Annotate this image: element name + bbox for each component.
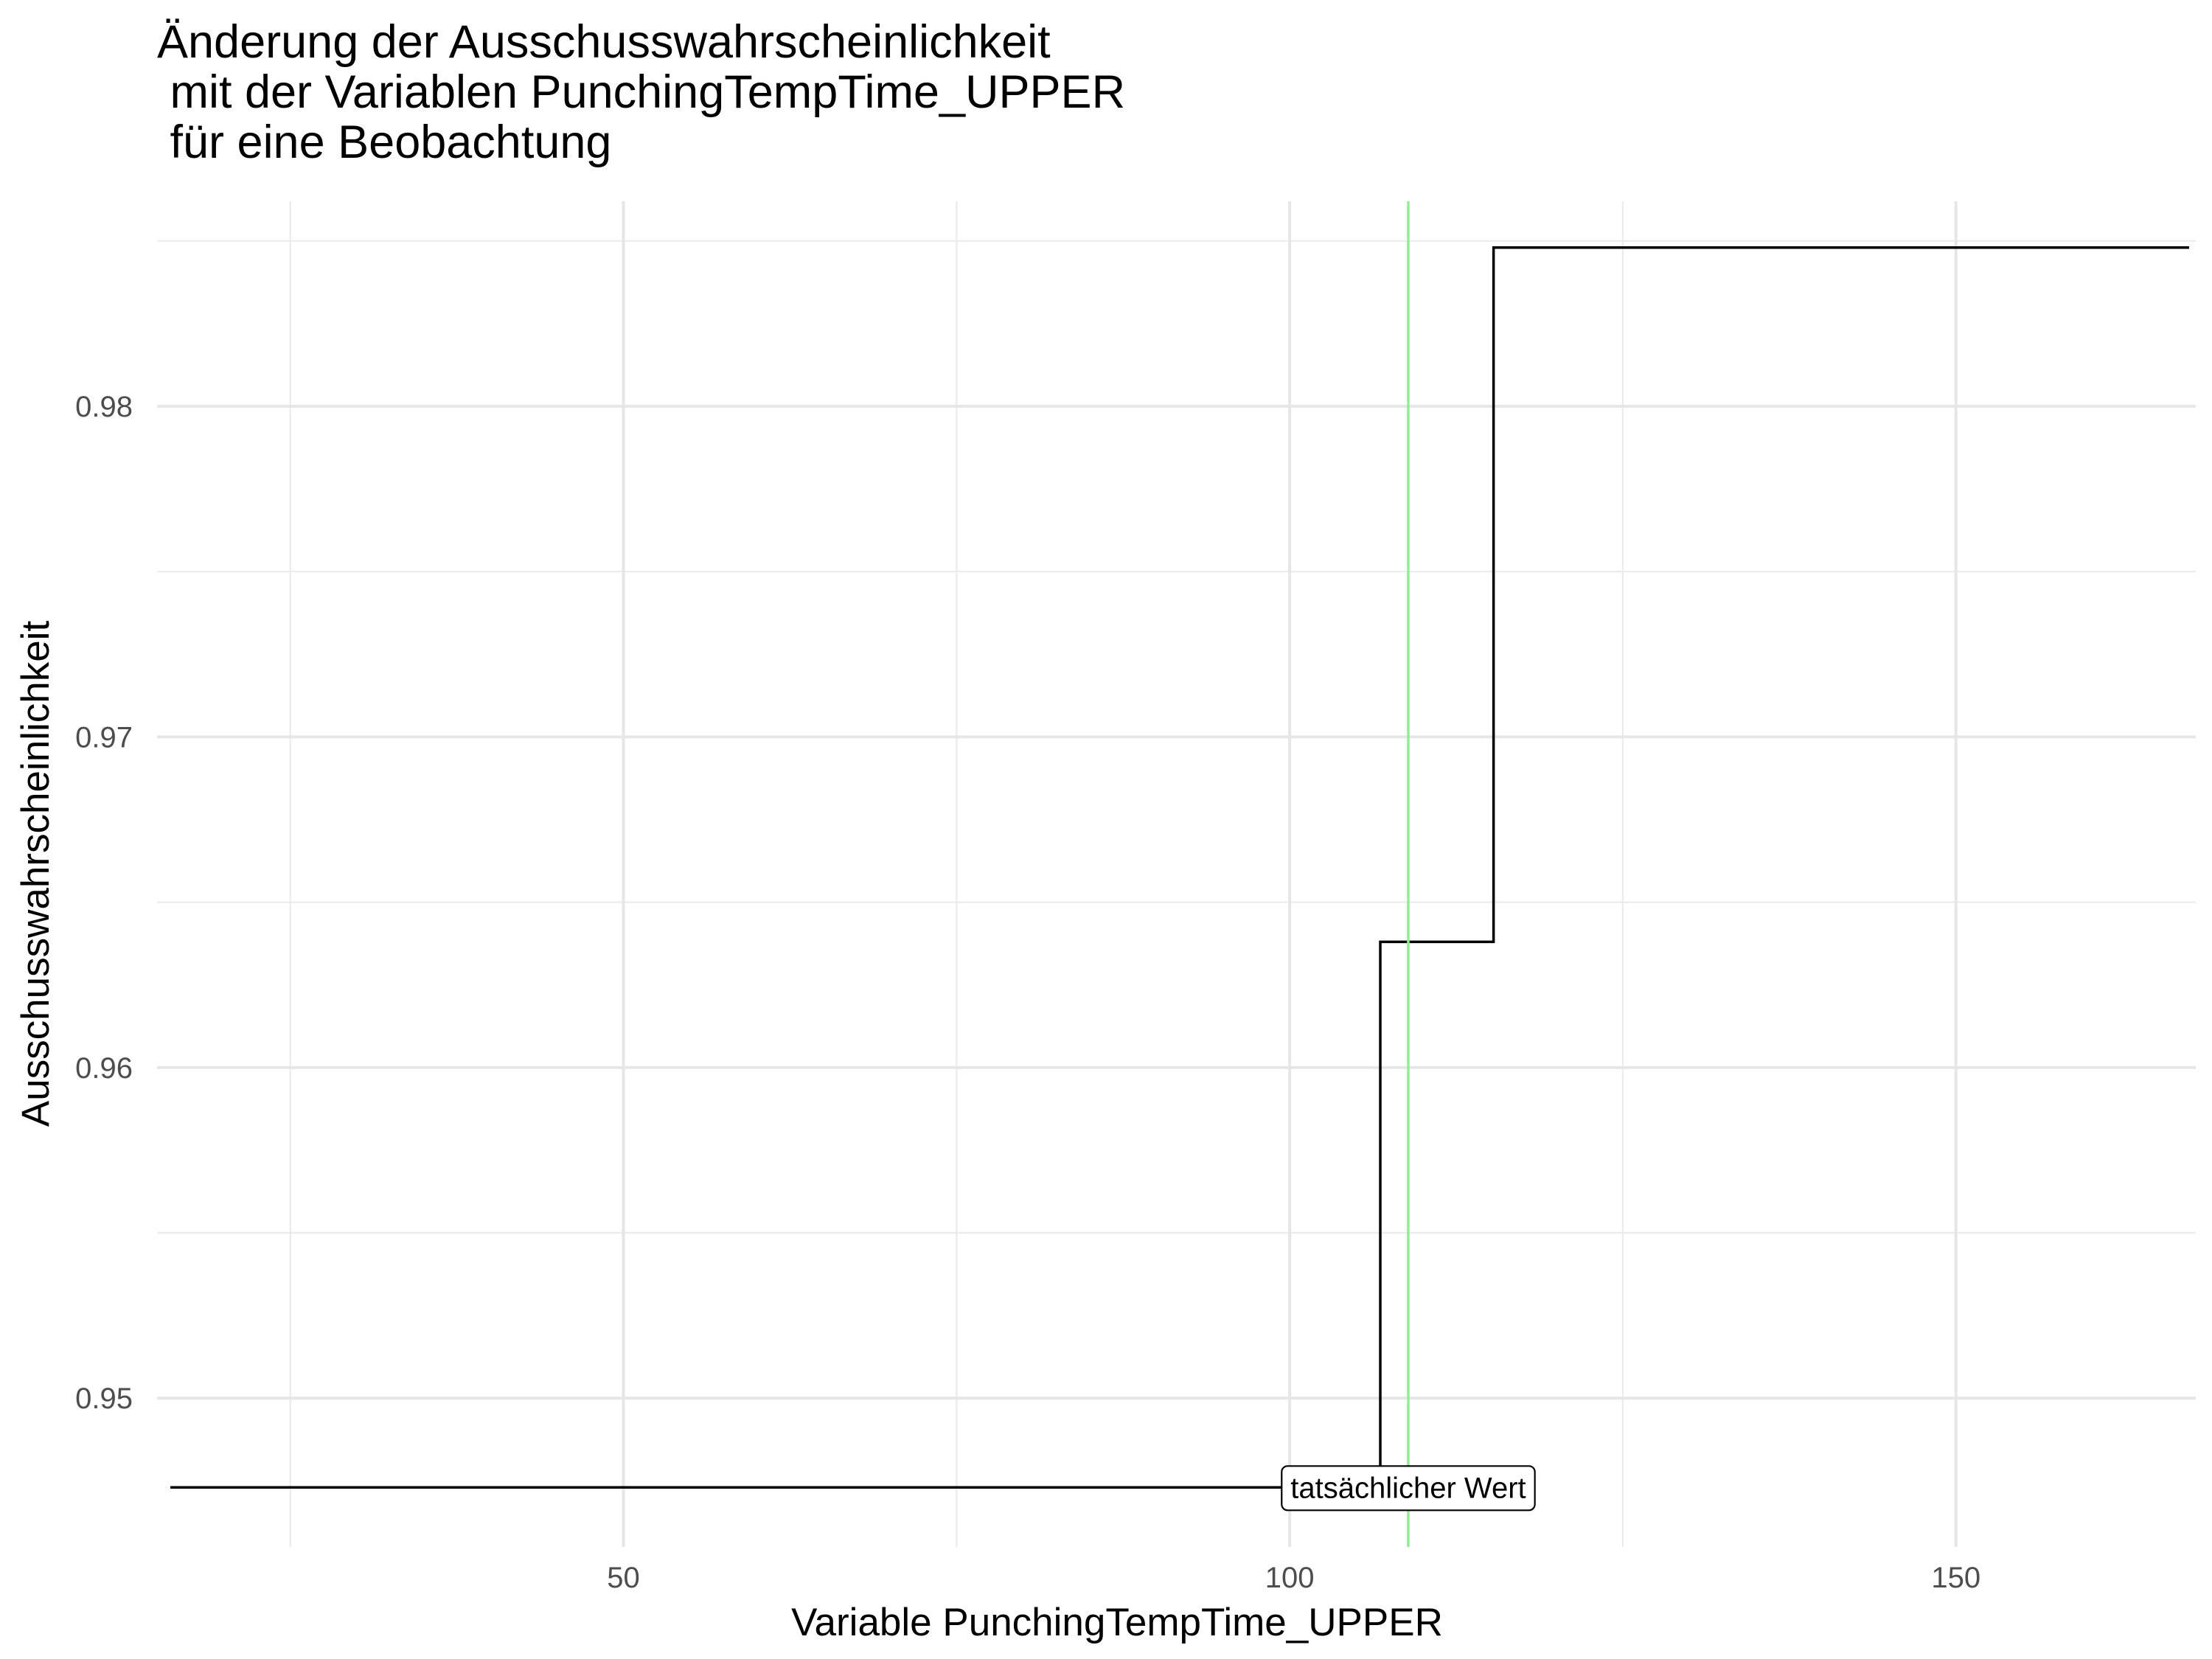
chart-title-line-2: mit der Variablen PunchingTempTime_UPPER	[157, 66, 1125, 118]
annotation-label: tatsächlicher Wert	[1290, 1472, 1526, 1504]
plot-marks: tatsächlicher Wert	[170, 201, 2189, 1547]
y-axis-title: Ausschusswahrscheinlichkeit	[14, 621, 58, 1127]
x-tick-label: 100	[1265, 1562, 1315, 1594]
y-axis-tick-labels: 0.95 0.96 0.97 0.98	[75, 391, 133, 1415]
x-axis-tick-labels: 50 100 150	[607, 1562, 1980, 1594]
major-gridlines	[157, 201, 2196, 1547]
chart-title-line-1: Änderung der Ausschusswahrscheinlichkeit	[157, 16, 1051, 68]
minor-gridlines	[157, 201, 2196, 1547]
y-tick-label: 0.98	[75, 391, 133, 423]
y-tick-label: 0.96	[75, 1052, 133, 1085]
x-tick-label: 50	[607, 1562, 640, 1594]
chart-title-line-3: für eine Beobachtung	[157, 116, 611, 168]
annotation-box	[1281, 1465, 1536, 1512]
x-tick-label: 150	[1931, 1562, 1980, 1594]
y-tick-label: 0.95	[75, 1382, 133, 1415]
actual-value-annotation: tatsächlicher Wert	[1281, 1465, 1536, 1512]
step-line-series	[170, 246, 2189, 1489]
y-tick-label: 0.97	[75, 721, 133, 754]
x-axis-title: Variable PunchingTempTime_UPPER	[791, 1601, 1443, 1644]
